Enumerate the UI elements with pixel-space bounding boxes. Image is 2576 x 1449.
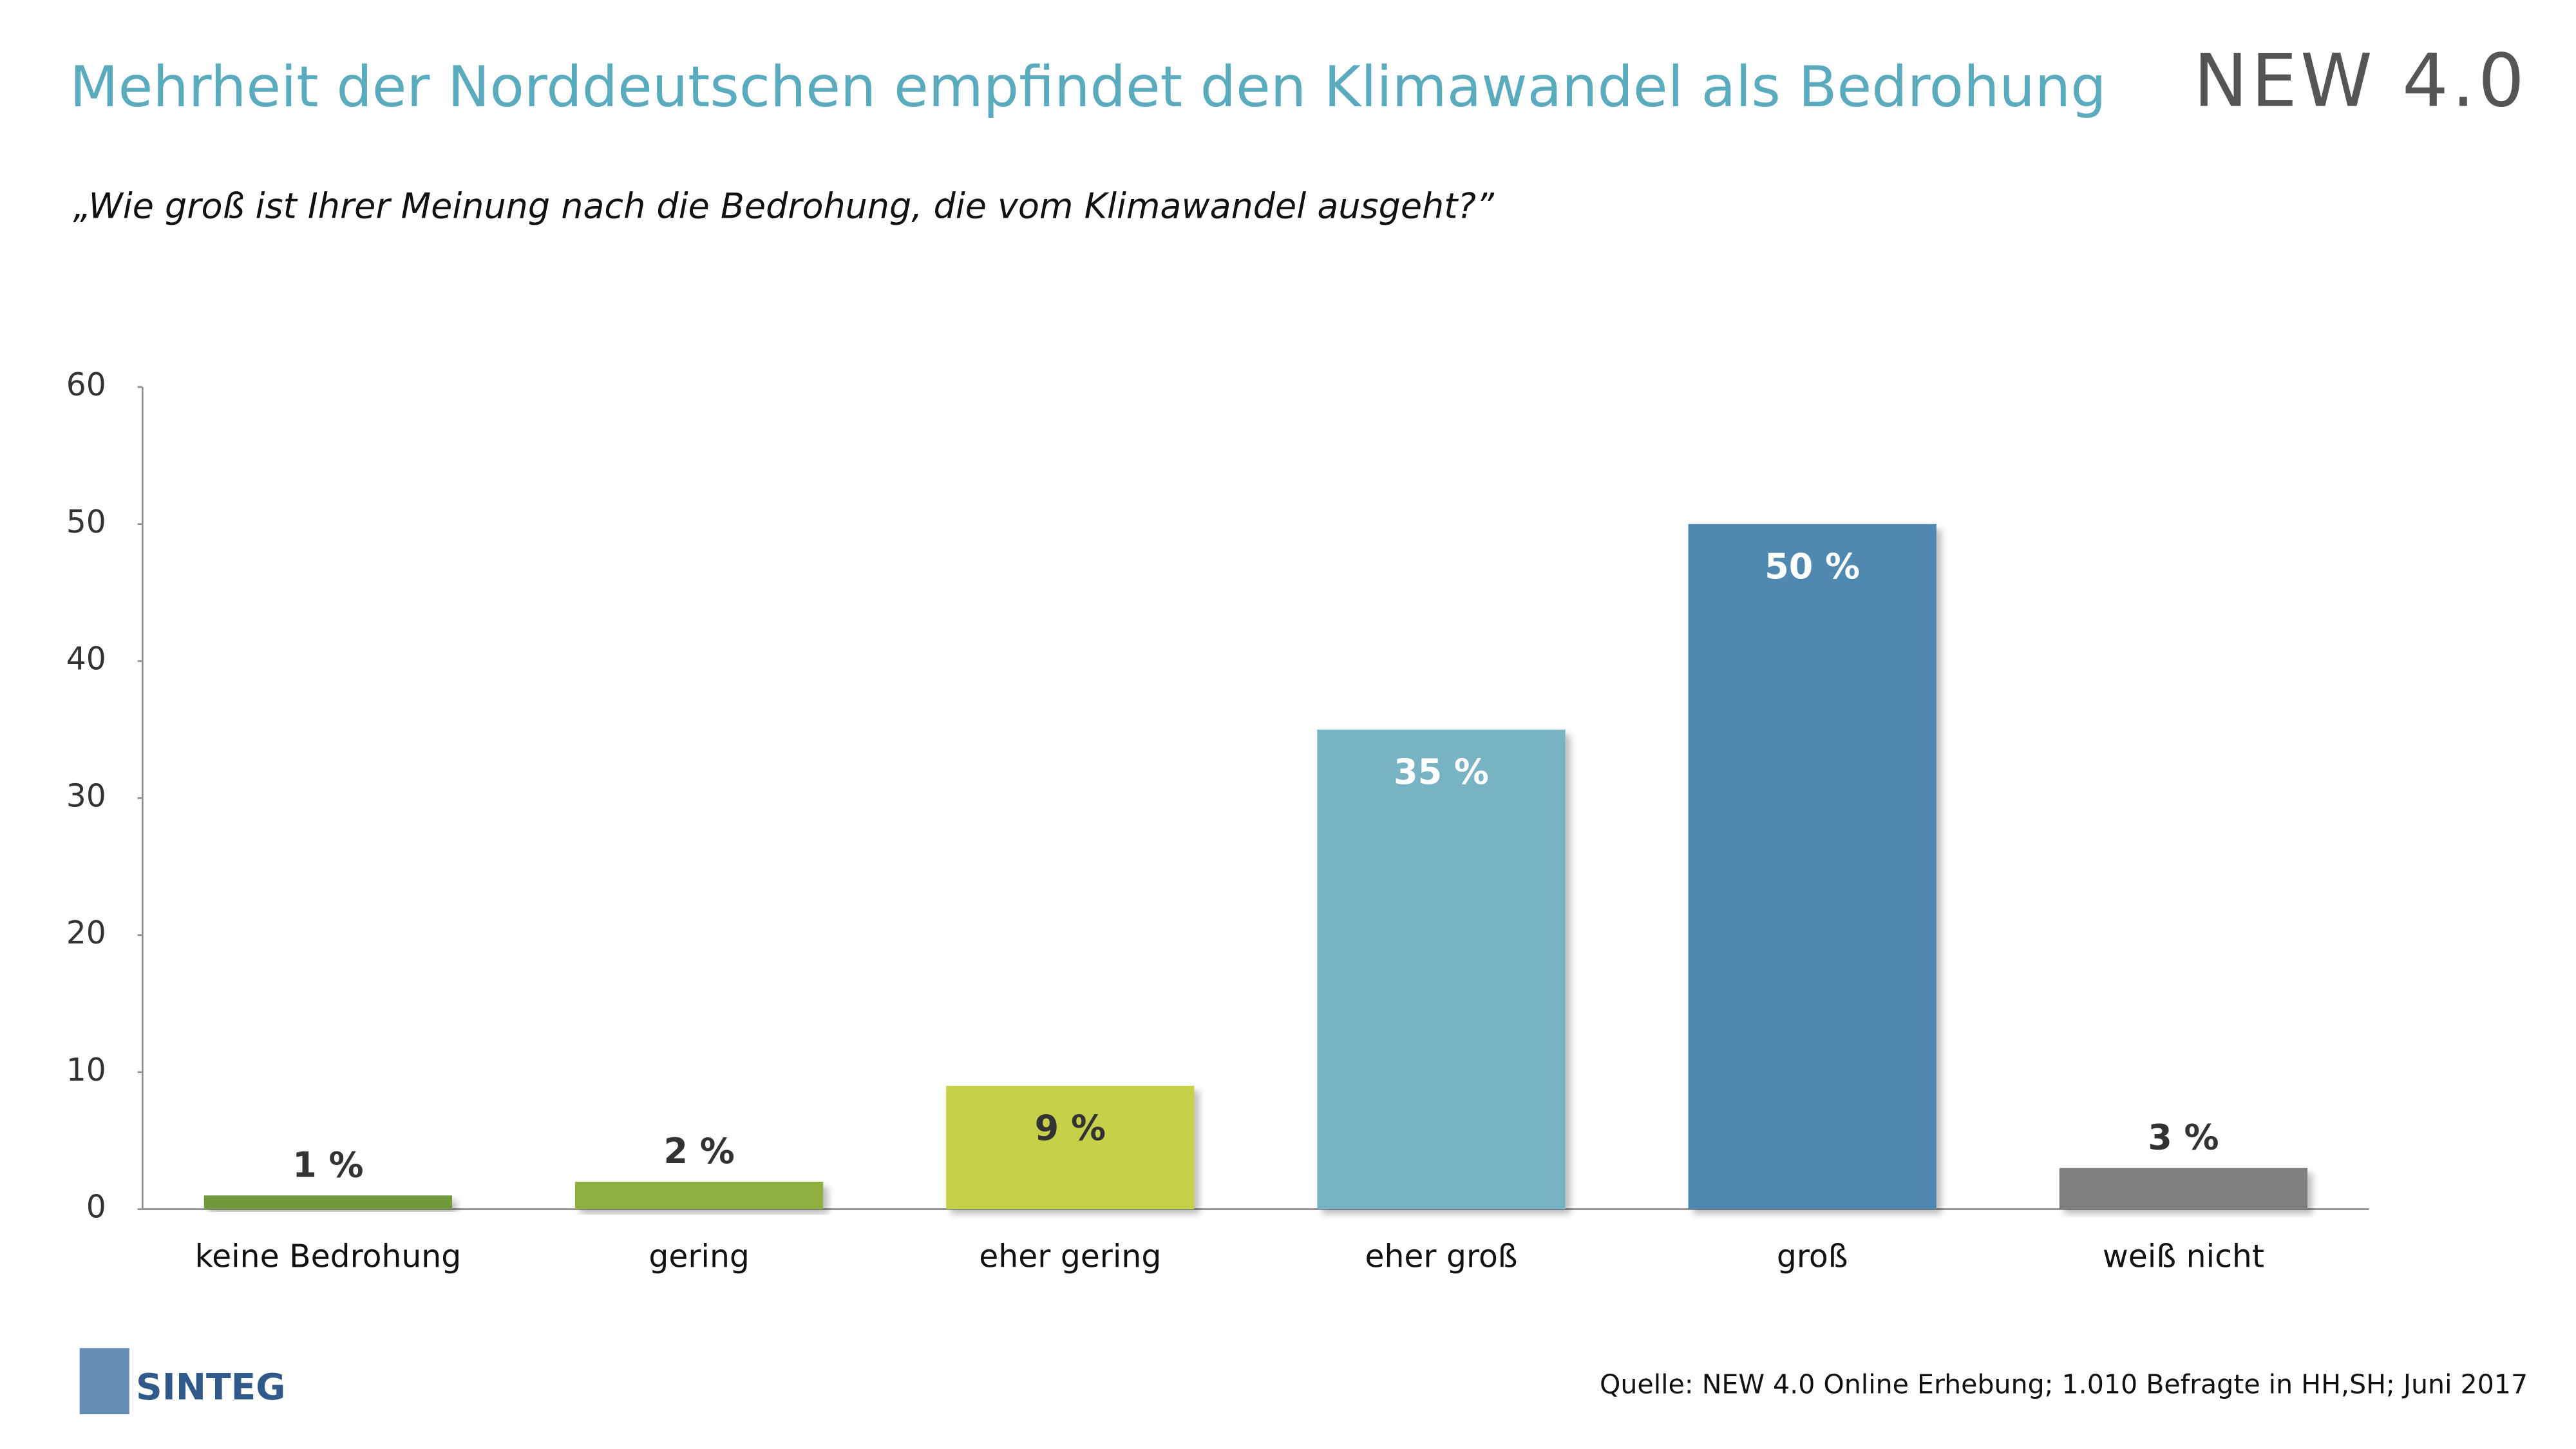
logo: NEW 4.0 <box>2193 38 2528 123</box>
y-tick-label: 0 <box>86 1189 106 1226</box>
value-label: 35 % <box>1394 752 1489 792</box>
bar <box>1317 729 1566 1209</box>
x-tick-label: weiß nicht <box>2103 1238 2264 1275</box>
bar <box>204 1195 453 1209</box>
bar <box>1688 524 1937 1209</box>
value-label: 2 % <box>663 1131 734 1171</box>
x-tick-label: gering <box>649 1238 750 1275</box>
y-tick-label: 30 <box>66 777 106 814</box>
bar <box>946 1086 1195 1209</box>
value-label: 9 % <box>1035 1108 1106 1148</box>
logo-bottom: SINTEG <box>136 1367 286 1408</box>
y-tick-label: 10 <box>66 1052 106 1088</box>
x-tick-label: keine Bedrohung <box>195 1238 462 1275</box>
x-tick-label: eher groß <box>1365 1238 1517 1275</box>
y-tick-label: 50 <box>66 504 106 540</box>
value-label: 3 % <box>2148 1117 2219 1158</box>
value-label: 50 % <box>1765 546 1860 587</box>
bar <box>574 1182 824 1209</box>
source: Quelle: NEW 4.0 Online Erhebung; 1.010 B… <box>1600 1368 2528 1399</box>
y-tick-label: 40 <box>66 641 106 677</box>
chart-subtitle: „Wie groß ist Ihrer Meinung nach die Bed… <box>73 185 1495 226</box>
x-tick-label: eher gering <box>979 1238 1161 1275</box>
chart-title: Mehrheit der Norddeutschen empfindet den… <box>70 54 2106 120</box>
y-tick-label: 20 <box>66 914 106 951</box>
value-label: 1 % <box>292 1144 363 1185</box>
x-tick-label: groß <box>1777 1238 1848 1275</box>
y-tick-label: 60 <box>66 366 106 403</box>
bar <box>2059 1168 2308 1209</box>
logo-icon <box>79 1348 129 1415</box>
